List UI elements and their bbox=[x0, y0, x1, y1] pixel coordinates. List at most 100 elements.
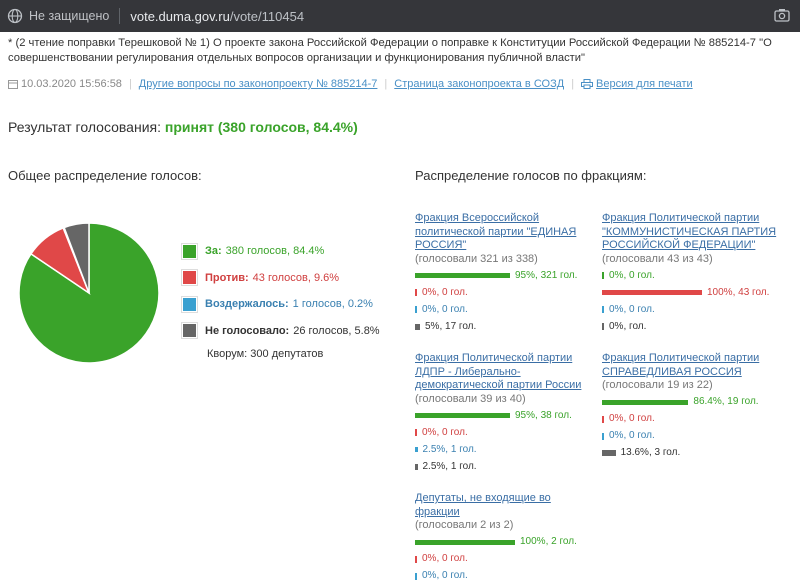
vote-value: 0%, 0 гол. bbox=[422, 570, 468, 582]
faction-vote-row-red: 0%, 0 гол. bbox=[415, 552, 597, 567]
vote-bar bbox=[602, 432, 604, 440]
faction-name-link[interactable]: Фракция Политической партии СПРАВЕДЛИВАЯ… bbox=[602, 352, 760, 378]
faction-voted-count: (голосовали 39 из 40) bbox=[415, 392, 526, 405]
faction-vote-row-blue: 0%, 0 гол. bbox=[602, 302, 784, 317]
sozd-page-link[interactable]: Страница законопроекта в СОЗД bbox=[394, 78, 565, 90]
faction-block: Фракция Всероссийской политической парти… bbox=[415, 212, 597, 334]
legend-value: 26 голосов, 5.8% bbox=[293, 324, 380, 337]
print-version-link[interactable]: Версия для печати bbox=[596, 78, 693, 90]
url-path: /vote/110454 bbox=[229, 8, 305, 24]
vote-bar bbox=[415, 539, 515, 545]
faction-vote-row-green: 95%, 38 гол. bbox=[415, 408, 597, 423]
camera-icon[interactable] bbox=[774, 8, 790, 22]
vote-value: 13.6%, 3 гол. bbox=[620, 447, 681, 459]
vote-value: 86.4%, 19 гол. bbox=[693, 396, 759, 408]
legend-label: Против: bbox=[205, 271, 249, 284]
url-field[interactable]: vote.duma.gov.ru/vote/110454 bbox=[130, 9, 304, 24]
globe-icon[interactable] bbox=[7, 8, 23, 24]
vote-bar bbox=[415, 463, 418, 470]
legend-item: За: 380 голосов, 84.4% bbox=[182, 238, 380, 265]
faction-vote-row-green: 86.4%, 19 гол. bbox=[602, 395, 784, 410]
faction-voted-count: (голосовали 2 из 2) bbox=[415, 519, 514, 531]
faction-vote-row-gray: 2.5%, 1 гол. bbox=[415, 459, 597, 474]
legend-value: 43 голосов, 9.6% bbox=[252, 271, 340, 284]
vote-value: 0%, 0 гол. bbox=[422, 303, 468, 315]
faction-vote-row-blue: 0%, 0 гол. bbox=[415, 302, 597, 317]
faction-vote-row-gray: 0%, гол. bbox=[602, 319, 784, 334]
vote-value: 0%, 0 гол. bbox=[422, 426, 468, 438]
vote-datetime: 10.03.2020 15:56:58 bbox=[21, 78, 122, 90]
vote-value: 100%, 2 гол. bbox=[520, 536, 577, 548]
vote-bar bbox=[415, 289, 417, 296]
faction-vote-row-red: 0%, 0 гол. bbox=[602, 412, 784, 427]
vote-bar bbox=[602, 272, 604, 279]
faction-name-link[interactable]: Фракция Политической партии ЛДПР - Либер… bbox=[415, 352, 582, 391]
divider bbox=[119, 8, 121, 24]
faction-name-link[interactable]: Депутаты, не входящие во фракции bbox=[415, 492, 551, 518]
vote-pie-chart bbox=[18, 222, 160, 364]
vote-bar bbox=[415, 323, 420, 330]
legend-item: Воздержалось: 1 голосов, 0.2% bbox=[182, 291, 380, 318]
faction-vote-row-green: 95%, 321 гол. bbox=[415, 268, 597, 283]
security-status[interactable]: Не защищено bbox=[29, 9, 110, 23]
vote-bar bbox=[602, 415, 604, 423]
divider: | bbox=[384, 78, 388, 90]
vote-value: 0%, 0 гол. bbox=[422, 286, 468, 298]
vote-value: 0%, 0 гол. bbox=[609, 413, 655, 425]
vote-value: 95%, 38 гол. bbox=[515, 409, 572, 421]
legend-item: Против: 43 голосов, 9.6% bbox=[182, 265, 380, 292]
other-questions-link[interactable]: Другие вопросы по законопроекту № 885214… bbox=[138, 78, 378, 90]
vote-bar bbox=[415, 572, 417, 580]
faction-vote-row-blue: 2.5%, 1 гол. bbox=[415, 442, 597, 457]
vote-value: 0%, 0 гол. bbox=[422, 553, 468, 565]
vote-question-title: * (2 чтение поправки Терешковой № 1) О п… bbox=[8, 37, 772, 64]
legend-label: Не голосовало: bbox=[205, 324, 290, 337]
faction-vote-row-green: 100%, 2 гол. bbox=[415, 535, 597, 550]
vote-bar bbox=[415, 447, 418, 452]
divider: | bbox=[128, 78, 132, 90]
vote-bar bbox=[602, 450, 616, 456]
vote-value: 100%, 43 гол. bbox=[707, 286, 770, 298]
divider: | bbox=[571, 78, 575, 90]
pie-slice-3 bbox=[63, 222, 90, 294]
browser-address-bar: Не защищено vote.duma.gov.ru/vote/110454 bbox=[0, 0, 800, 32]
faction-vote-row-red: 100%, 43 гол. bbox=[602, 285, 784, 300]
faction-name-link[interactable]: Фракция Политической партии "КОММУНИСТИЧ… bbox=[602, 212, 777, 251]
legend-swatch bbox=[182, 296, 197, 312]
vote-result: Результат голосования: принят (380 голос… bbox=[8, 119, 358, 135]
faction-voted-count: (голосовали 43 из 43) bbox=[602, 252, 713, 265]
vote-bar bbox=[415, 413, 510, 418]
result-value: принят (380 голосов, 84.4%) bbox=[164, 119, 358, 135]
url-host: vote.duma.gov.ru bbox=[130, 8, 230, 24]
vote-value: 0%, гол. bbox=[609, 320, 647, 332]
legend-value: 380 голосов, 84.4% bbox=[225, 245, 325, 258]
vote-value: 5%, 17 гол. bbox=[425, 320, 477, 332]
printer-icon[interactable] bbox=[581, 79, 594, 89]
vote-value: 2.5%, 1 гол. bbox=[422, 443, 477, 455]
quorum-text: Кворум: 300 депутатов bbox=[207, 348, 324, 360]
faction-vote-row-blue: 0%, 0 гол. bbox=[415, 569, 597, 584]
pie-legend: За: 380 голосов, 84.4% Против: 43 голосов, … bbox=[182, 238, 380, 344]
faction-name-link[interactable]: Фракция Всероссийской политической парти… bbox=[415, 212, 577, 251]
vote-bar bbox=[415, 273, 510, 278]
faction-vote-row-red: 0%, 0 гол. bbox=[415, 425, 597, 440]
meta-bar: 10.03.2020 15:56:58 | Другие вопросы по … bbox=[8, 78, 693, 90]
vote-bar bbox=[602, 399, 689, 405]
faction-block: Депутаты, не входящие во фракции (голосов… bbox=[415, 492, 597, 584]
vote-value: 0%, 0 гол. bbox=[609, 269, 655, 281]
legend-label: За: bbox=[205, 245, 222, 258]
vote-bar bbox=[415, 429, 417, 436]
legend-item: Не голосовало: 26 голосов, 5.8% bbox=[182, 318, 380, 345]
vote-value: 0%, 0 гол. bbox=[609, 430, 655, 442]
faction-vote-row-red: 0%, 0 гол. bbox=[415, 285, 597, 300]
faction-block: Фракция Политической партии СПРАВЕДЛИВАЯ… bbox=[602, 352, 784, 461]
vote-bar bbox=[415, 306, 417, 313]
faction-voted-count: (голосовали 321 из 338) bbox=[415, 252, 538, 265]
vote-bar bbox=[602, 306, 604, 313]
vote-value: 95%, 321 гол. bbox=[515, 269, 578, 281]
calendar-icon bbox=[8, 80, 18, 89]
faction-vote-row-gray: 5%, 17 гол. bbox=[415, 319, 597, 334]
overall-distribution-title: Общее распределение голосов: bbox=[8, 168, 202, 183]
faction-voted-count: (голосовали 19 из 22) bbox=[602, 379, 713, 391]
vote-value: 2.5%, 1 гол. bbox=[422, 460, 477, 472]
